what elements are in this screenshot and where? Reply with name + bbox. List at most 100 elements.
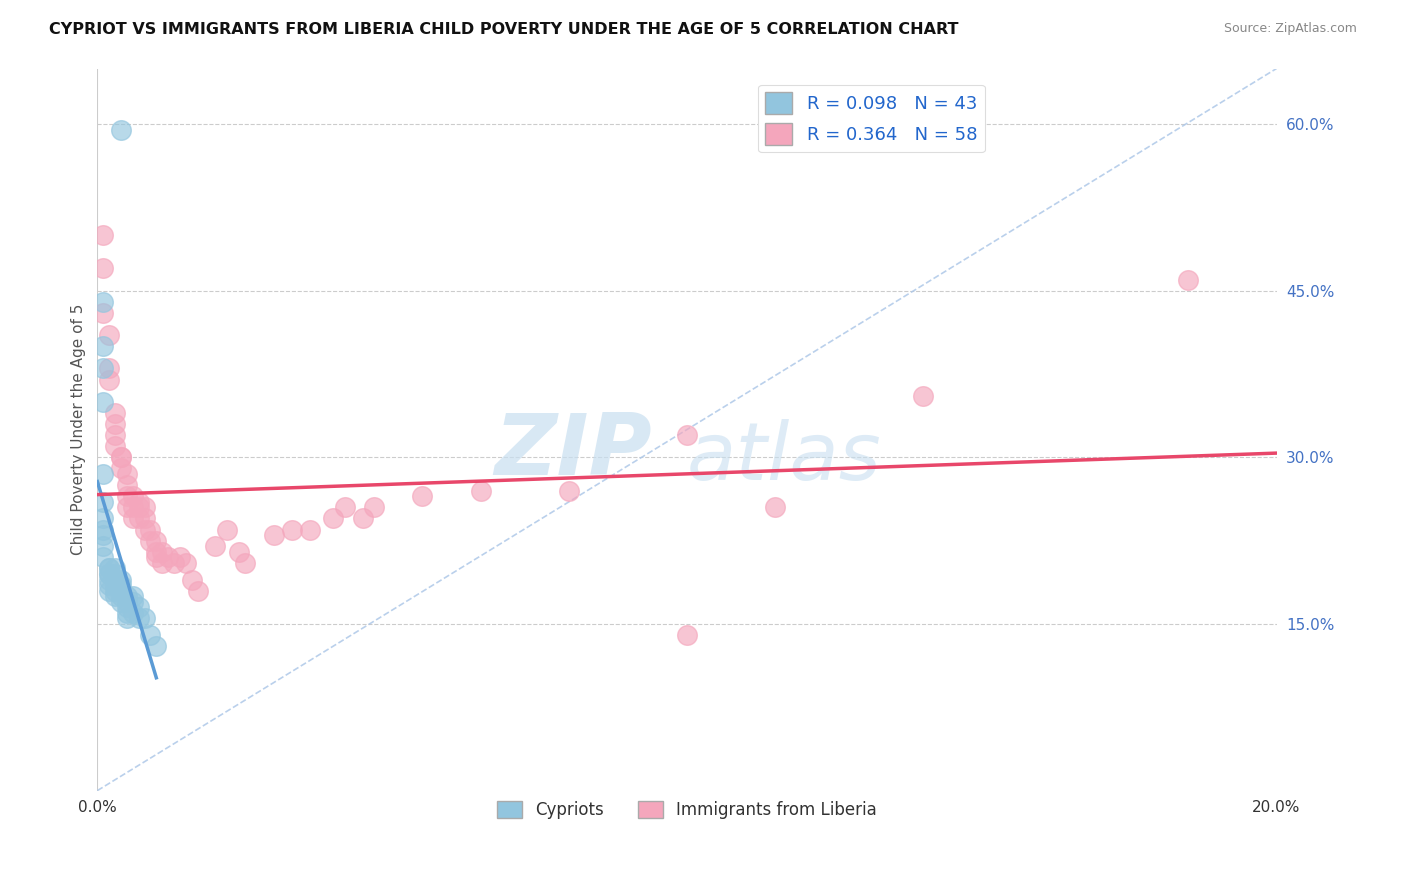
Point (110, 595, 132, 609)
Point (1177, 272, 1199, 286)
Text: Source: ZipAtlas.com: Source: ZipAtlas.com (1223, 22, 1357, 36)
Point (128, 611, 150, 625)
Point (145, 550, 167, 565)
Point (98, 573, 121, 587)
Point (91, 523, 114, 537)
Text: ZIP: ZIP (494, 409, 651, 492)
Point (110, 578, 132, 592)
Point (228, 545, 250, 559)
Point (110, 461, 132, 475)
Point (233, 556, 256, 570)
Point (91, 550, 114, 565)
Point (204, 539, 226, 553)
Point (121, 511, 143, 525)
Point (134, 511, 156, 525)
Point (104, 583, 127, 598)
Point (98, 373, 121, 387)
Point (558, 483, 581, 498)
Y-axis label: Child Poverty Under the Age of 5: Child Poverty Under the Age of 5 (72, 304, 86, 555)
Point (98, 561, 121, 575)
Point (121, 606, 143, 620)
Legend: Cypriots, Immigrants from Liberia: Cypriots, Immigrants from Liberia (491, 794, 883, 826)
Point (128, 500, 150, 515)
Point (91, 306, 114, 320)
Point (115, 606, 138, 620)
Point (104, 439, 127, 453)
Point (676, 628, 699, 642)
Point (134, 611, 156, 625)
Point (91, 294, 114, 309)
Point (298, 523, 321, 537)
Text: CYPRIOT VS IMMIGRANTS FROM LIBERIA CHILD POVERTY UNDER THE AGE OF 5 CORRELATION : CYPRIOT VS IMMIGRANTS FROM LIBERIA CHILD… (49, 22, 959, 37)
Point (163, 556, 186, 570)
Point (104, 406, 127, 420)
Point (145, 545, 167, 559)
Point (322, 511, 344, 525)
Point (91, 394, 114, 409)
Point (139, 523, 162, 537)
Point (91, 467, 114, 481)
Point (110, 573, 132, 587)
Point (115, 478, 138, 492)
Point (281, 523, 304, 537)
Point (333, 500, 356, 515)
Point (115, 611, 138, 625)
Point (91, 261, 114, 276)
Point (115, 467, 138, 481)
Point (363, 500, 385, 515)
Point (104, 417, 127, 431)
Point (98, 561, 121, 575)
Point (134, 523, 156, 537)
Point (91, 539, 114, 553)
Point (91, 228, 114, 243)
Point (104, 566, 127, 581)
Point (110, 583, 132, 598)
Point (121, 589, 143, 603)
Point (187, 583, 209, 598)
Point (98, 361, 121, 376)
Point (121, 595, 143, 609)
Point (110, 122, 132, 136)
Point (128, 600, 150, 615)
Point (215, 523, 238, 537)
Point (91, 361, 114, 376)
Point (352, 511, 374, 525)
Point (115, 595, 138, 609)
Point (91, 339, 114, 353)
Point (911, 389, 934, 403)
Point (128, 495, 150, 509)
Point (139, 628, 162, 642)
Point (121, 489, 143, 503)
Point (104, 573, 127, 587)
Point (98, 578, 121, 592)
Point (98, 566, 121, 581)
Point (98, 328, 121, 343)
Point (134, 500, 156, 515)
Point (91, 528, 114, 542)
Point (110, 589, 132, 603)
Point (104, 589, 127, 603)
Point (104, 578, 127, 592)
Point (150, 545, 173, 559)
Point (169, 550, 191, 565)
Point (145, 639, 167, 653)
Point (104, 428, 127, 442)
Point (470, 483, 492, 498)
Point (263, 528, 285, 542)
Point (115, 589, 138, 603)
Point (676, 428, 699, 442)
Point (91, 495, 114, 509)
Point (145, 533, 167, 548)
Point (115, 489, 138, 503)
Point (121, 500, 143, 515)
Text: atlas: atlas (688, 419, 882, 498)
Point (128, 511, 150, 525)
Point (104, 561, 127, 575)
Point (411, 489, 433, 503)
Point (110, 450, 132, 465)
Point (115, 600, 138, 615)
Point (139, 533, 162, 548)
Point (110, 450, 132, 465)
Point (91, 511, 114, 525)
Point (98, 566, 121, 581)
